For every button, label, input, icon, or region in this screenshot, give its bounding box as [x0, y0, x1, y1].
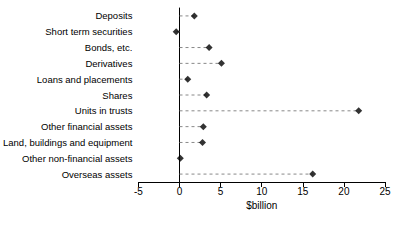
svg-text:25: 25	[379, 186, 391, 197]
svg-text:Derivatives: Derivatives	[85, 58, 132, 69]
svg-text:Units in trusts: Units in trusts	[75, 105, 133, 116]
svg-text:20: 20	[338, 186, 350, 197]
svg-text:Land, buildings and equipment: Land, buildings and equipment	[3, 137, 133, 148]
svg-text:Bonds, etc.: Bonds, etc.	[85, 42, 133, 53]
svg-text:Loans and placements: Loans and placements	[37, 74, 133, 85]
svg-text:Overseas assets: Overseas assets	[62, 169, 133, 180]
svg-text:5: 5	[218, 186, 224, 197]
svg-text:-5: -5	[134, 186, 143, 197]
svg-text:0: 0	[177, 186, 183, 197]
svg-text:Other financial assets: Other financial assets	[41, 121, 133, 132]
svg-text:$billion: $billion	[246, 200, 277, 211]
svg-text:Other non-financial assets: Other non-financial assets	[22, 153, 133, 164]
svg-text:Deposits: Deposits	[95, 10, 132, 21]
svg-text:Shares: Shares	[102, 90, 132, 101]
svg-text:10: 10	[256, 186, 268, 197]
svg-text:Short term securities: Short term securities	[45, 26, 132, 37]
svg-text:15: 15	[297, 186, 309, 197]
